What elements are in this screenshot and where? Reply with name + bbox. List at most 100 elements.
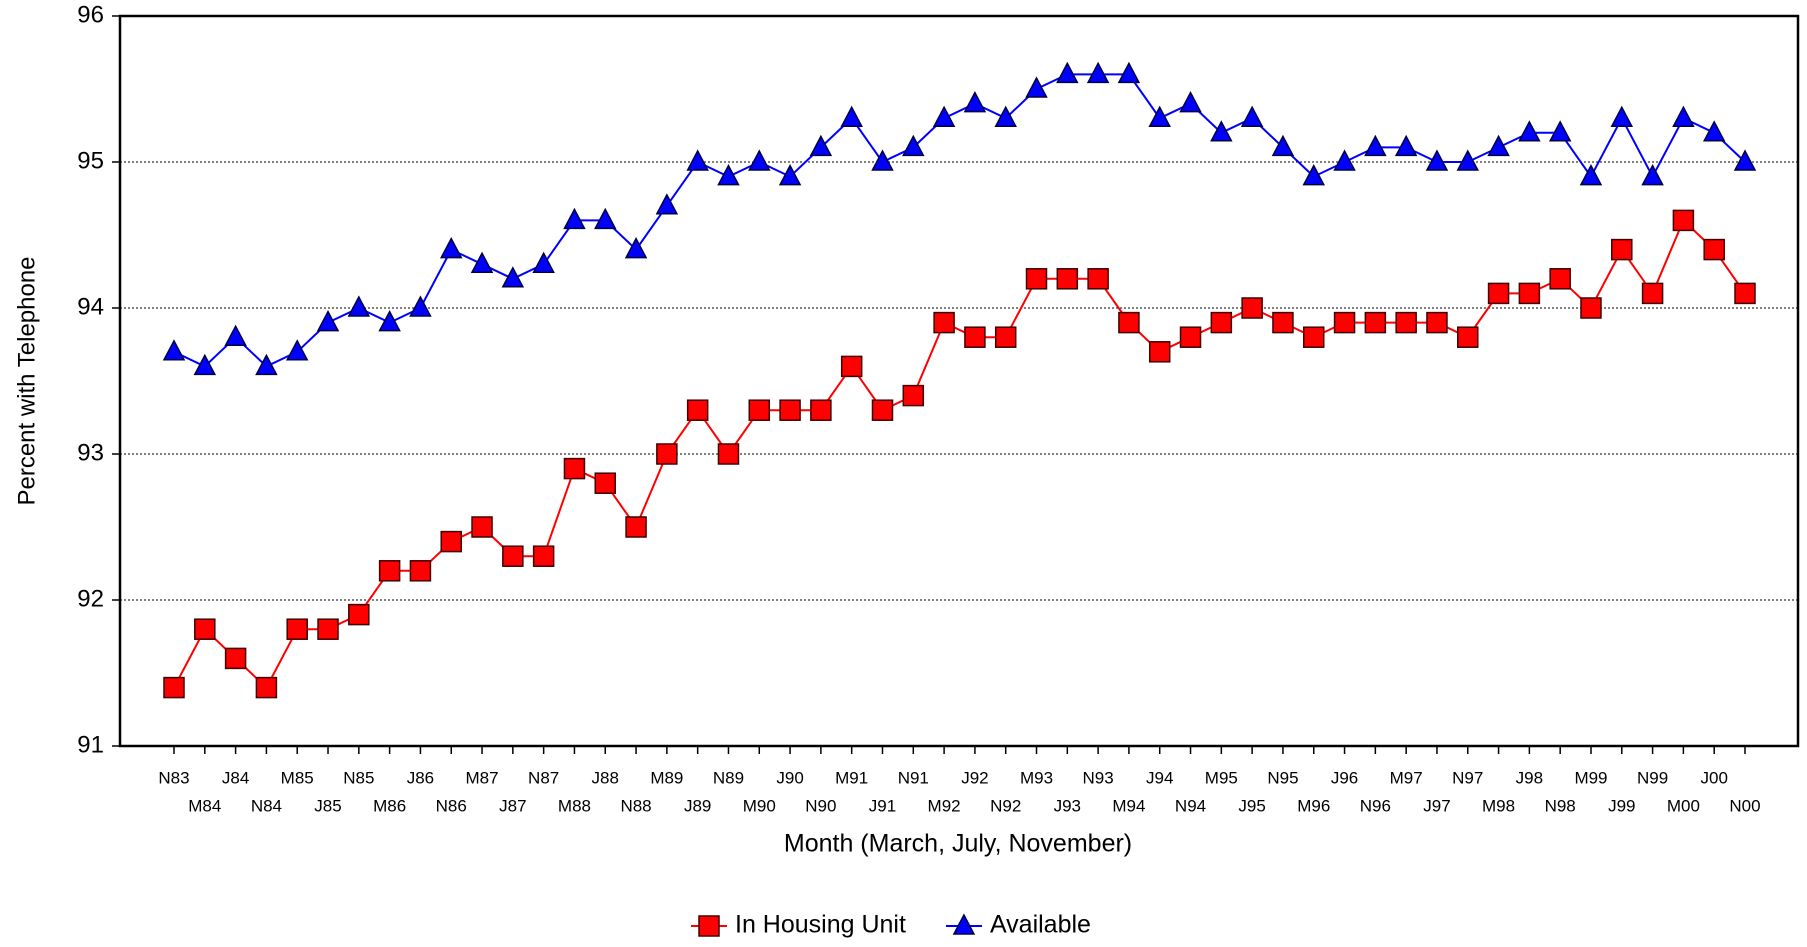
y-tick-label: 95 [77, 147, 104, 174]
x-tick-label: J99 [1608, 796, 1635, 815]
data-point [1148, 341, 1171, 363]
data-point [1179, 90, 1202, 113]
data-point [717, 163, 740, 186]
x-tick-label: J89 [684, 796, 711, 815]
data-point [378, 309, 401, 332]
data-point [1457, 326, 1479, 348]
data-point [255, 676, 278, 699]
x-tick-label: N87 [528, 768, 559, 787]
data-point [1610, 105, 1634, 127]
data-point [1364, 134, 1387, 157]
data-point [1672, 209, 1695, 232]
x-tick-label: J96 [1331, 768, 1358, 787]
data-point [594, 207, 617, 230]
x-tick-label: N00 [1729, 796, 1760, 815]
data-point [1364, 311, 1387, 334]
x-tick-label: J88 [592, 768, 619, 787]
x-tick-label: J93 [1054, 796, 1081, 815]
x-tick-label: J94 [1146, 768, 1173, 787]
y-tick-label: 94 [77, 293, 104, 320]
x-tick-label: M90 [743, 796, 776, 815]
data-point [440, 530, 462, 553]
x-tick-label: N92 [990, 796, 1021, 815]
data-point [532, 545, 555, 567]
data-point [932, 105, 956, 127]
x-tick-label: N94 [1175, 796, 1206, 815]
data-point [686, 399, 709, 421]
data-point [224, 647, 247, 670]
data-point [1056, 268, 1079, 290]
data-point [656, 443, 678, 465]
x-tick-label: N95 [1267, 768, 1298, 787]
data-point [194, 618, 216, 640]
data-point [1025, 268, 1048, 290]
x-tick-label: N83 [158, 768, 189, 787]
data-point [840, 105, 863, 127]
data-point [1118, 311, 1140, 334]
data-point [963, 90, 987, 113]
x-tick-label: M95 [1205, 768, 1238, 787]
data-point [748, 399, 771, 421]
data-point [409, 295, 432, 317]
x-tick-label: J91 [869, 796, 896, 815]
data-point [778, 163, 802, 186]
x-tick-label: M85 [281, 768, 314, 787]
data-point [625, 516, 647, 538]
data-point [810, 399, 832, 421]
data-point [1302, 326, 1325, 348]
data-point [409, 560, 432, 582]
data-point [1394, 134, 1418, 157]
data-point [1487, 134, 1510, 157]
y-tick-label: 93 [77, 439, 104, 466]
x-tick-label: N93 [1083, 768, 1114, 787]
plot-frame [118, 14, 1800, 748]
data-point [563, 207, 586, 230]
data-point [1426, 311, 1448, 334]
x-tick-label: J92 [961, 768, 988, 787]
data-point [594, 472, 617, 494]
data-point [1272, 311, 1294, 334]
x-tick-label: M87 [466, 768, 499, 787]
data-point [1240, 105, 1264, 127]
data-point [1548, 120, 1572, 142]
data-point [1210, 311, 1233, 334]
x-tick-label: N84 [251, 796, 282, 815]
data-point [624, 236, 648, 259]
x-tick-label: N99 [1637, 768, 1668, 787]
legend-marker [698, 915, 720, 937]
x-tick-label: M99 [1574, 768, 1607, 787]
data-point [1241, 297, 1263, 319]
x-tick-label: J90 [776, 768, 803, 787]
x-tick-label: J87 [499, 796, 526, 815]
x-tick-label: M86 [373, 796, 406, 815]
x-tick-label: N89 [713, 768, 744, 787]
x-tick-label: N85 [343, 768, 374, 787]
data-point [1179, 326, 1202, 348]
legend-label: Available [990, 911, 1091, 939]
data-point [1271, 134, 1295, 157]
data-point [1611, 238, 1633, 261]
data-point [994, 326, 1017, 348]
data-point [933, 311, 955, 334]
data-point [532, 251, 555, 273]
data-point [317, 618, 339, 640]
x-tick-label: N90 [805, 796, 836, 815]
data-point [1580, 297, 1602, 319]
data-point [1702, 120, 1726, 142]
series-line [173, 218, 1746, 690]
x-tick-label: N97 [1452, 768, 1483, 787]
x-tick-label: M84 [188, 796, 221, 815]
data-point [1302, 163, 1325, 186]
data-point [1734, 282, 1756, 305]
data-point [1087, 268, 1109, 290]
data-point [964, 326, 986, 348]
data-point [378, 560, 401, 582]
y-tick-label: 92 [77, 585, 104, 612]
legend-marker [952, 913, 976, 935]
x-tick-label: N98 [1545, 796, 1576, 815]
data-point [563, 457, 586, 480]
data-point [501, 266, 525, 288]
data-point [1672, 105, 1695, 127]
data-point [502, 545, 524, 567]
data-point [286, 618, 308, 640]
